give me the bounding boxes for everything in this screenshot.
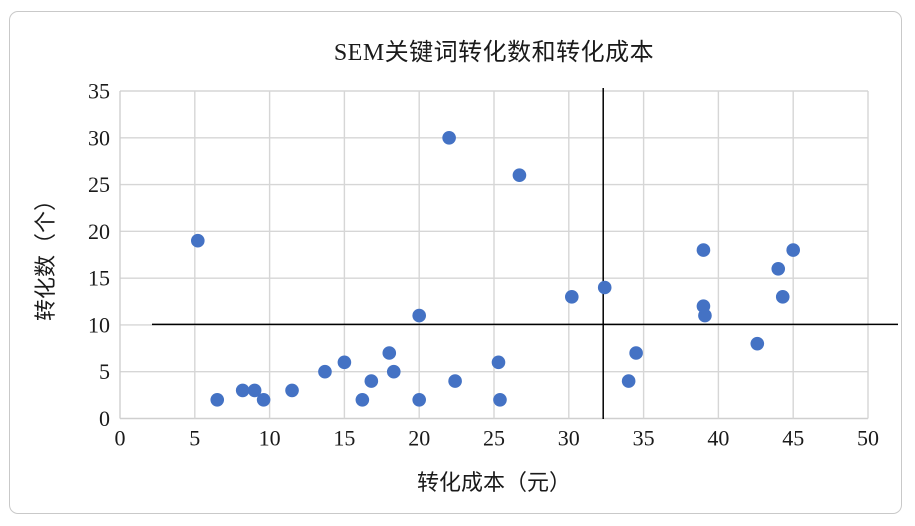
x-tick-label: 40 <box>707 426 729 451</box>
data-point <box>491 355 506 370</box>
data-point <box>493 392 507 407</box>
data-point <box>442 130 456 145</box>
data-point <box>629 346 643 360</box>
data-point <box>750 336 765 351</box>
data-point <box>512 168 527 183</box>
data-point <box>621 374 636 388</box>
y-tick-label: 15 <box>88 266 110 291</box>
x-tick-label: 0 <box>115 426 126 451</box>
data-point <box>210 392 225 407</box>
y-tick-label: 25 <box>88 172 110 197</box>
x-tick-label: 50 <box>857 426 879 451</box>
x-tick-label: 45 <box>782 426 804 451</box>
y-tick-label: 35 <box>88 79 110 104</box>
chart-frame <box>9 11 902 514</box>
data-point <box>382 346 397 360</box>
data-point <box>412 392 427 407</box>
x-tick-label: 15 <box>333 426 355 451</box>
data-point <box>564 290 579 304</box>
x-tick-label: 20 <box>408 426 430 451</box>
y-tick-label: 30 <box>88 125 110 150</box>
data-point <box>412 308 427 323</box>
x-tick-label: 35 <box>633 426 655 451</box>
data-point <box>190 233 205 248</box>
y-axis-label: 转化数（个） <box>33 188 58 322</box>
y-tick-label: 0 <box>99 406 110 431</box>
data-point <box>256 392 271 407</box>
data-point <box>364 374 379 388</box>
data-point <box>448 374 462 388</box>
data-point <box>597 280 612 295</box>
x-tick-label: 5 <box>189 426 200 451</box>
x-axis-label: 转化成本（元） <box>416 470 571 495</box>
data-point <box>696 243 711 257</box>
data-point <box>337 355 352 370</box>
x-tick-label: 25 <box>483 426 505 451</box>
data-point <box>698 308 712 323</box>
x-tick-label: 30 <box>558 426 580 451</box>
y-tick-label: 20 <box>88 219 110 244</box>
x-tick-label: 10 <box>259 426 281 451</box>
data-point <box>247 383 262 398</box>
data-point <box>386 364 401 379</box>
data-point <box>285 383 299 398</box>
chart-title: SEM关键词转化数和转化成本 <box>333 40 655 66</box>
data-point <box>355 392 370 407</box>
y-tick-label: 10 <box>88 312 110 337</box>
y-tick-label: 5 <box>99 359 110 384</box>
data-point <box>771 261 786 276</box>
data-point <box>775 290 790 304</box>
data-point <box>786 243 800 257</box>
data-point <box>318 364 332 379</box>
data-point <box>235 383 250 398</box>
